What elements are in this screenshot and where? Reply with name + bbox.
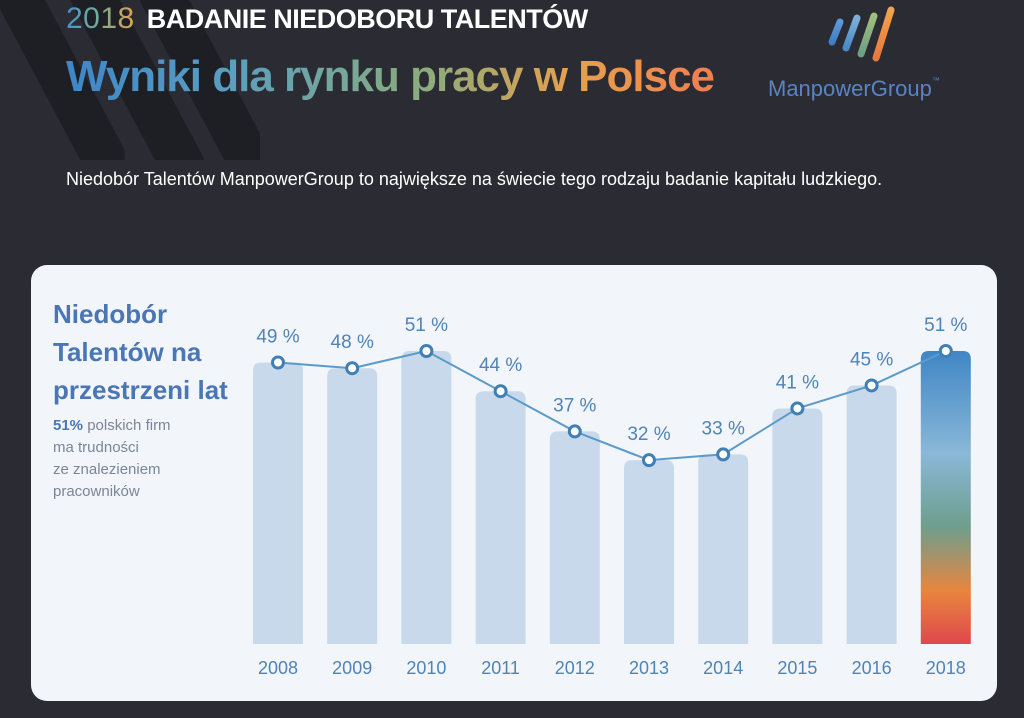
x-tick-label: 2016 (852, 658, 892, 678)
bar-2013 (624, 460, 674, 644)
data-label: 48 % (331, 332, 374, 353)
panel-title-line: przestrzeni lat (53, 375, 228, 405)
bar-2015 (772, 408, 823, 644)
note-highlight: 51% (53, 417, 84, 434)
data-point (567, 424, 582, 439)
data-point (938, 344, 953, 358)
data-point (419, 344, 434, 358)
chart-panel: Niedobór Talentów na przestrzeni lat 51%… (31, 265, 997, 701)
logo-text: ManpowerGroup™ (768, 76, 940, 101)
data-label: 45 % (850, 349, 893, 370)
x-tick-label: 2010 (406, 658, 446, 678)
talent-shortage-chart: 2008 49 % 2009 48 % 2010 51 % 2011 44 % 2012 37 %… (253, 315, 971, 678)
data-label: 33 % (702, 418, 745, 439)
header-top: 2018 BADANIE NIEDOBORU TALENTÓW (66, 2, 588, 38)
note-line: ze znalezieniem (53, 461, 161, 478)
bar-2018 (920, 351, 971, 644)
data-point (716, 447, 731, 462)
note-line: ma trudności (53, 439, 139, 456)
x-tick-label: 2009 (332, 658, 372, 678)
data-point (864, 378, 879, 393)
x-tick-label: 2014 (703, 658, 743, 678)
main-heading: Wyniki dla rynku pracy w Polsce (66, 52, 715, 101)
data-label: 49 % (256, 326, 299, 347)
panel-title-line: Niedobór (53, 299, 168, 329)
manpowergroup-logo: ManpowerGroup™ (768, 0, 958, 110)
data-label: 41 % (776, 372, 819, 393)
x-tick-label: 2013 (629, 658, 669, 678)
note-line: pracowników (53, 483, 140, 500)
bar-2009 (327, 368, 378, 644)
x-tick-label: 2011 (481, 658, 520, 678)
bar-2016 (846, 385, 897, 644)
survey-title: BADANIE NIEDOBORU TALENTÓW (146, 4, 588, 34)
bar-2012 (549, 431, 600, 644)
bar-2011 (475, 391, 526, 644)
panel-title-line: Talentów na (53, 337, 202, 367)
panel-note: 51% polskich firm ma trudności ze znalez… (53, 415, 223, 503)
data-label: 37 % (553, 395, 596, 416)
bar-2010 (401, 351, 452, 644)
intro-text: Niedobór Talentów ManpowerGroup to najwi… (66, 169, 883, 189)
data-point (271, 355, 285, 370)
data-label: 51 % (405, 315, 448, 336)
data-point (790, 401, 805, 416)
data-point (345, 361, 360, 376)
x-tick-label: 2018 (926, 658, 966, 678)
x-tick-label: 2008 (258, 658, 298, 678)
data-label: 32 % (627, 424, 670, 445)
panel-title: Niedobór Talentów na przestrzeni lat (53, 295, 253, 409)
bar-2014 (698, 454, 749, 644)
data-label: 51 % (924, 315, 967, 336)
trend-line (277, 349, 947, 462)
logo-stripes-icon (828, 6, 895, 62)
data-point (642, 453, 656, 468)
bar-2008 (253, 362, 303, 644)
data-point (493, 384, 508, 399)
x-tick-label: 2015 (777, 658, 817, 678)
survey-year: 2018 (66, 2, 135, 35)
x-tick-label: 2012 (555, 658, 595, 678)
data-label: 44 % (479, 355, 522, 376)
note-line: polskich firm (87, 417, 171, 434)
